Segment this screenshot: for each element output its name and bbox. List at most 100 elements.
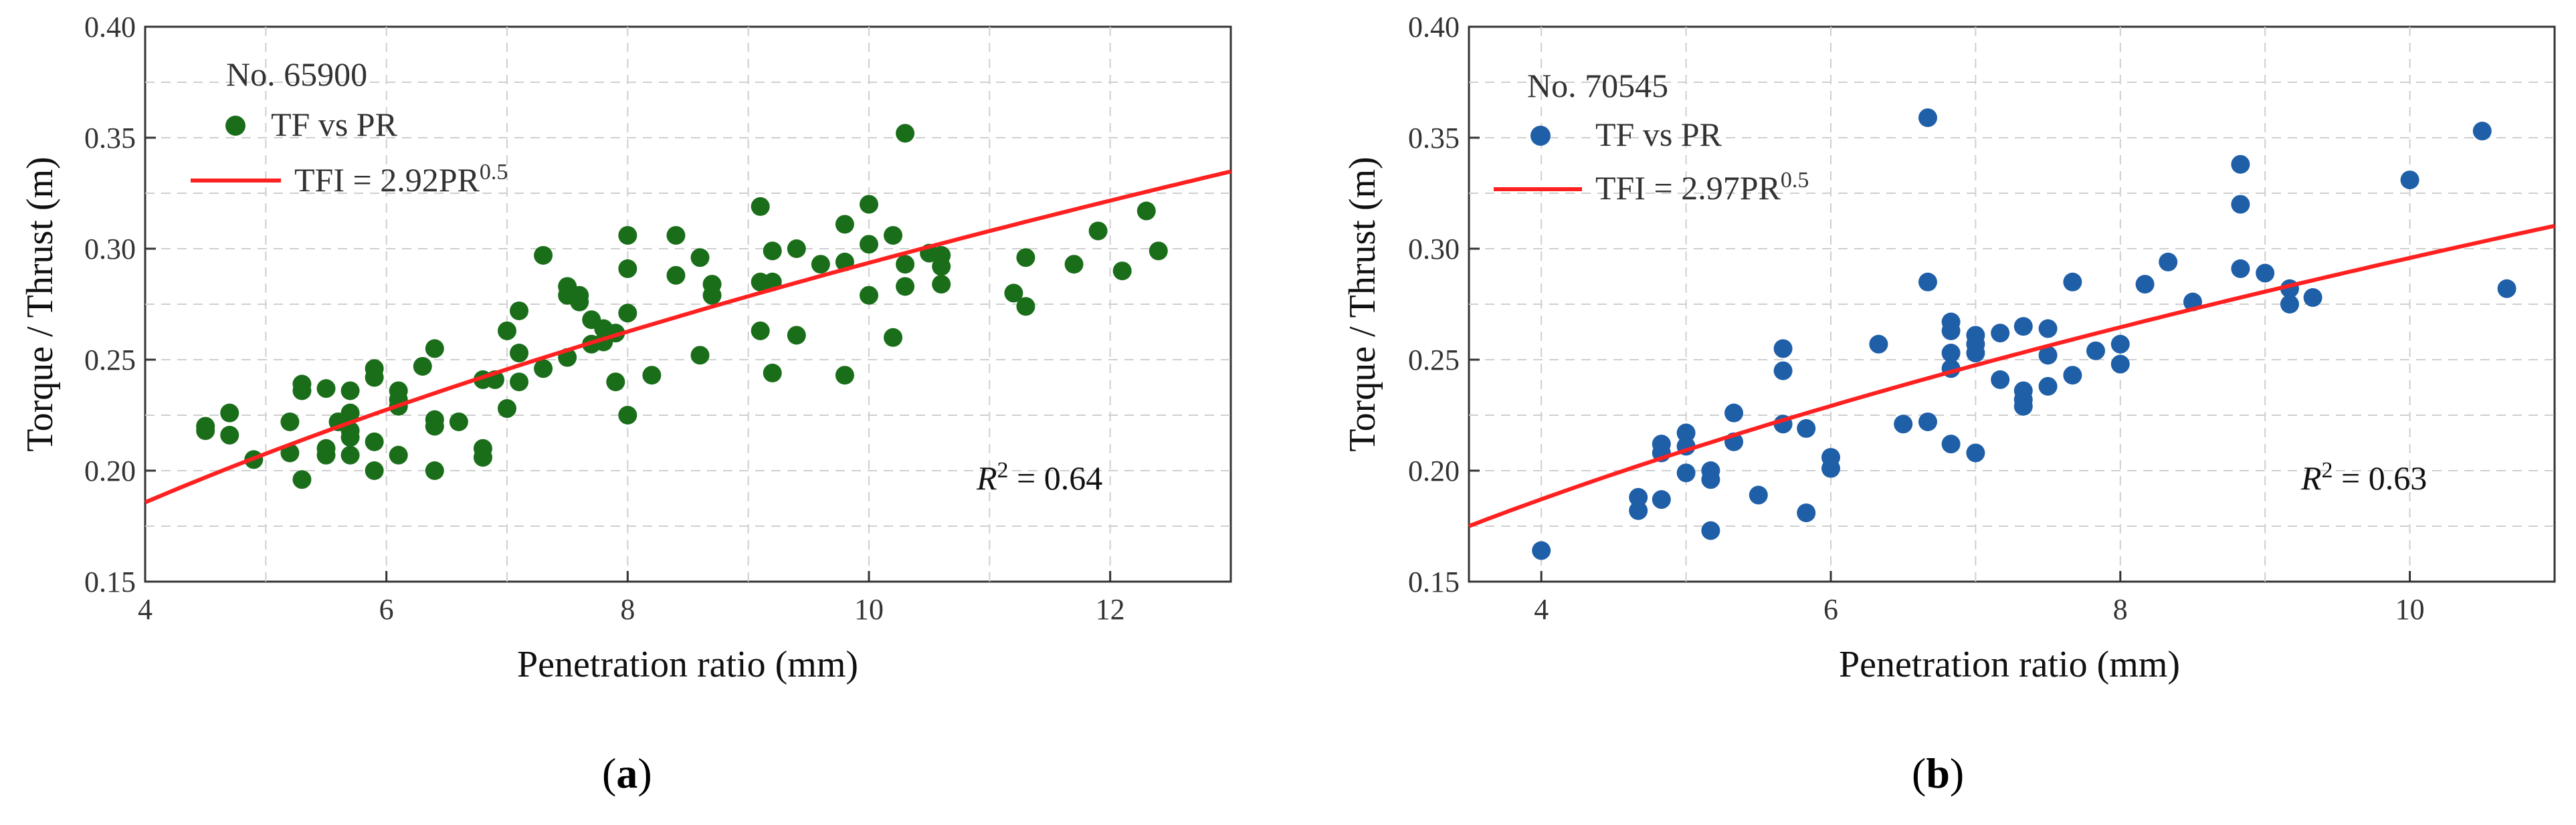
panel-b-x-tick-label: 8 — [2113, 593, 2128, 626]
panel-b-data-point — [1966, 443, 1985, 463]
panel-b-x-axis-title: Penetration ratio (mm) — [1839, 644, 2180, 685]
panel-a-y-axis-title: Torque / Thrust (m) — [19, 156, 61, 451]
panel-b-data-point — [1941, 435, 1961, 454]
panel-b-data-point — [1749, 485, 1768, 505]
panel-b-grid — [1469, 27, 2555, 582]
panel-b-legend-marker — [1530, 126, 1551, 146]
panel-a-data-point — [292, 470, 312, 489]
panel-a-caption: (a) — [602, 749, 652, 797]
panel-a-data-point — [642, 366, 662, 385]
panel-b-y-tick-label: 0.35 — [1408, 122, 1460, 154]
panel-a-data-point — [316, 379, 336, 398]
panel-a-data-point — [751, 321, 770, 340]
panel-a-data-point — [534, 245, 553, 265]
panel-a-data-point — [389, 445, 408, 465]
panel-a-data-point — [340, 445, 360, 465]
panel-b-data-point — [1918, 108, 1937, 128]
panel-a-data-point — [606, 372, 625, 392]
panel-a-data-point — [365, 461, 384, 480]
panel-a-data-point — [425, 417, 444, 436]
panel-a-data-point — [896, 277, 915, 296]
panel-a-x-tick-label: 10 — [854, 593, 884, 626]
panel-a-data-point — [498, 399, 516, 419]
panel-b-data-point — [2231, 259, 2250, 278]
panel-a-data-point — [751, 197, 770, 216]
panel-a-data-point — [1088, 221, 1108, 241]
panel-a-y-tick-label: 0.40 — [84, 11, 136, 43]
panel-b-caption: (b) — [1912, 749, 1964, 797]
panel-b-data-point — [2280, 295, 2299, 314]
panel-b-x-tick-label: 10 — [2395, 593, 2425, 626]
panel-a-points — [196, 124, 1168, 489]
panel-b-data-point — [1724, 403, 1744, 423]
panel-b-data-point — [1991, 324, 2010, 343]
panel-a-x-tick-label: 6 — [379, 593, 394, 626]
panel-b-data-point — [1941, 344, 1961, 363]
panel-a-data-point — [763, 363, 782, 382]
panel-b-r-squared: R2 = 0.63 — [2300, 458, 2427, 497]
panel-b-points — [1532, 108, 2516, 560]
panel-a-data-point — [510, 301, 529, 320]
panel-a-data-point — [896, 124, 915, 143]
panel-a-data-point — [413, 356, 432, 376]
panel-a-data-point — [932, 275, 951, 294]
panel-b-data-point — [1941, 321, 1961, 340]
panel-b-legend-fit-name: TFI = 2.97PR0.5 — [1595, 168, 1809, 207]
panel-b-data-point — [2135, 275, 2155, 294]
panel-b-data-point — [2110, 354, 2130, 374]
panel-a-y-tick-label: 0.20 — [84, 455, 136, 487]
panel-b-data-point — [1797, 503, 1816, 523]
panel-a-legend-marker — [225, 116, 245, 136]
panel-a-data-point — [316, 445, 336, 465]
panel-a-data-point — [690, 248, 710, 267]
panel-a-data-point — [835, 215, 854, 234]
panel-a-data-point — [702, 285, 722, 305]
panel-a-legend: No. 65900 TF vs PR TFI = 2.92PR0.5 — [191, 55, 508, 199]
panel-a-data-point — [618, 304, 637, 323]
panel-b-legend-series-name: TF vs PR — [1595, 116, 1722, 153]
panel-a-data-point — [1112, 261, 1132, 281]
panel-a-station-label: No. 65900 — [226, 55, 367, 93]
panel-b-data-point — [1797, 419, 1816, 438]
panel-a-data-point — [280, 412, 300, 431]
panel-a-grid — [145, 27, 1231, 582]
panel-b-data-point — [1918, 272, 1937, 291]
panel-b-station-label: No. 70545 — [1527, 67, 1668, 104]
panel-a-data-point — [860, 285, 878, 305]
panel-a-data-point — [835, 366, 854, 385]
panel-b-data-point — [1629, 487, 1648, 507]
panel-b-data-point — [2013, 396, 2033, 416]
panel-b-data-point — [2086, 341, 2106, 360]
panel-a-data-point — [884, 226, 903, 245]
panel-a-data-point — [534, 359, 553, 378]
panel-a-data-point — [884, 328, 903, 347]
panel-b-data-point — [2063, 272, 2082, 291]
panel-b-fit-curve — [1468, 223, 2555, 528]
panel-a-data-point — [763, 241, 782, 261]
panel-b-data-point — [2400, 170, 2419, 190]
panel-b-x-tick-label: 6 — [1823, 593, 1838, 626]
panel-b-y-axis-title: Torque / Thrust (m) — [1342, 156, 1383, 451]
panel-b-data-point — [2038, 376, 2058, 396]
panel-b-data-point — [1701, 521, 1720, 540]
panel-b-data-point — [1821, 459, 1840, 478]
panel-b-y-tick-label: 0.30 — [1408, 233, 1460, 265]
panel-a-data-point — [690, 346, 710, 365]
panel-a-fit-curve — [144, 169, 1231, 505]
panel-a-data-point — [340, 403, 360, 423]
panel-a-r-squared: R2 = 0.64 — [976, 458, 1102, 497]
panel-a-data-point — [618, 259, 637, 278]
panel-a-data-point — [860, 195, 878, 214]
panel-a-data-point — [666, 265, 686, 285]
panel-b-data-point — [1773, 361, 1793, 380]
panel-b-legend: No. 70545 TF vs PR TFI = 2.97PR0.5 — [1494, 67, 1809, 207]
panel-b-data-point — [1918, 412, 1937, 431]
panel-b-data-point — [2110, 334, 2130, 354]
panel-a-data-point — [1016, 297, 1035, 316]
panel-a-data-point — [932, 257, 951, 276]
panel-b-data-point — [1869, 334, 1888, 354]
panel-a-data-point — [1136, 201, 1156, 221]
panel-b-data-point — [2303, 288, 2322, 308]
panel-b-data-point — [2256, 263, 2275, 283]
